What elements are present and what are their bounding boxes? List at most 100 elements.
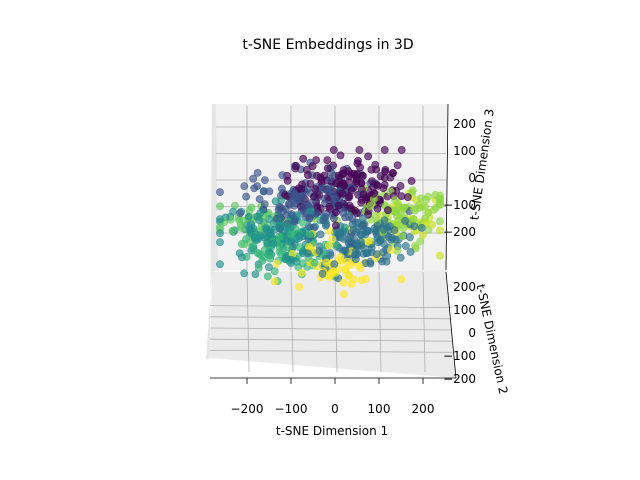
data-point <box>275 203 284 211</box>
data-point <box>386 246 395 254</box>
data-point <box>299 218 307 227</box>
data-point <box>367 243 376 252</box>
data-point <box>379 248 387 257</box>
data-point <box>323 156 332 164</box>
data-point <box>366 202 375 210</box>
data-point <box>306 207 315 216</box>
data-point <box>253 168 262 177</box>
data-point <box>387 235 396 244</box>
data-point <box>401 216 409 225</box>
data-point <box>323 164 332 173</box>
data-point <box>278 171 287 179</box>
z-tick-label-4: 200 <box>453 117 476 131</box>
data-point <box>247 203 256 212</box>
axes <box>210 103 457 379</box>
y-tick-label-3: 100 <box>453 303 476 317</box>
x-axis-label: t-SNE Dimension 1 <box>276 424 388 438</box>
floor-grid-line-x-2 <box>334 271 338 373</box>
data-point <box>299 203 308 212</box>
data-point <box>308 162 317 171</box>
data-point <box>330 260 339 269</box>
y-axis-label: t-SNE Dimension 2 <box>473 283 510 396</box>
data-point <box>392 212 401 220</box>
data-point <box>310 258 319 267</box>
data-point <box>286 230 295 239</box>
data-point <box>266 251 274 260</box>
data-point <box>383 206 392 215</box>
y-tick-label-4: 200 <box>453 280 476 294</box>
grid-line-y-2 <box>209 327 453 331</box>
z-tick-label-3: 100 <box>453 144 476 158</box>
grid-line-y-3 <box>209 316 453 320</box>
z-tick-label-2: 0 <box>468 171 476 185</box>
data-point <box>397 146 406 154</box>
data-point <box>283 243 292 252</box>
data-point <box>334 171 343 180</box>
data-point <box>417 194 425 203</box>
data-point <box>274 223 283 232</box>
x-tick-label-2: 0 <box>331 402 339 416</box>
data-point <box>325 203 333 211</box>
x-tick-label-4: 200 <box>412 402 435 416</box>
floor-grid-line-x-3 <box>378 271 382 373</box>
data-point <box>238 253 246 262</box>
data-point <box>340 182 349 190</box>
data-point <box>295 233 304 242</box>
data-point <box>298 249 307 257</box>
data-point <box>355 146 364 154</box>
floor-grid-line-x-4 <box>422 271 426 373</box>
data-point <box>251 270 260 279</box>
data-point <box>321 213 330 221</box>
data-point <box>341 213 350 222</box>
data-point <box>382 257 391 266</box>
data-point <box>329 146 338 154</box>
data-point <box>418 231 427 239</box>
data-point <box>430 205 438 214</box>
data-point <box>339 166 348 175</box>
x-tick-label-3: 100 <box>368 402 391 416</box>
x-tick-label-1: −100 <box>275 402 308 416</box>
data-point <box>350 169 359 178</box>
data-point <box>302 165 311 174</box>
data-point <box>341 247 350 255</box>
data-point <box>424 226 433 234</box>
data-point <box>338 189 347 198</box>
data-point <box>325 272 334 281</box>
data-point <box>388 168 397 177</box>
data-point <box>216 238 224 247</box>
data-point <box>326 186 334 195</box>
data-point <box>298 196 307 204</box>
data-point <box>247 220 255 229</box>
grid-line-y-0 <box>209 350 453 353</box>
data-point <box>287 210 296 218</box>
data-point <box>299 154 308 163</box>
x-tick-label-0: −200 <box>231 402 264 416</box>
data-point <box>344 235 352 244</box>
floor-grid-line-x-1 <box>290 271 294 373</box>
y-tick-label-0: −200 <box>443 372 476 386</box>
data-point <box>295 283 304 291</box>
data-point <box>254 263 263 272</box>
data-point <box>339 278 348 287</box>
data-point <box>328 235 337 243</box>
data-point <box>373 221 382 230</box>
data-point <box>216 215 224 224</box>
data-point <box>401 242 410 250</box>
data-point <box>411 206 420 215</box>
data-point <box>262 224 270 232</box>
data-point <box>405 233 414 242</box>
data-point <box>436 217 444 226</box>
data-point <box>315 247 324 255</box>
y-tick-label-1: −100 <box>443 349 476 363</box>
grid-line-y-4 <box>209 305 453 308</box>
data-point <box>283 176 292 185</box>
data-point <box>297 268 306 277</box>
floor-grid-line-x-0 <box>246 271 250 373</box>
data-point <box>306 179 315 188</box>
data-point <box>324 241 333 250</box>
data-point <box>380 216 389 225</box>
data-point <box>351 255 360 264</box>
grid-line-y-1 <box>209 338 453 342</box>
data-point <box>305 230 314 238</box>
